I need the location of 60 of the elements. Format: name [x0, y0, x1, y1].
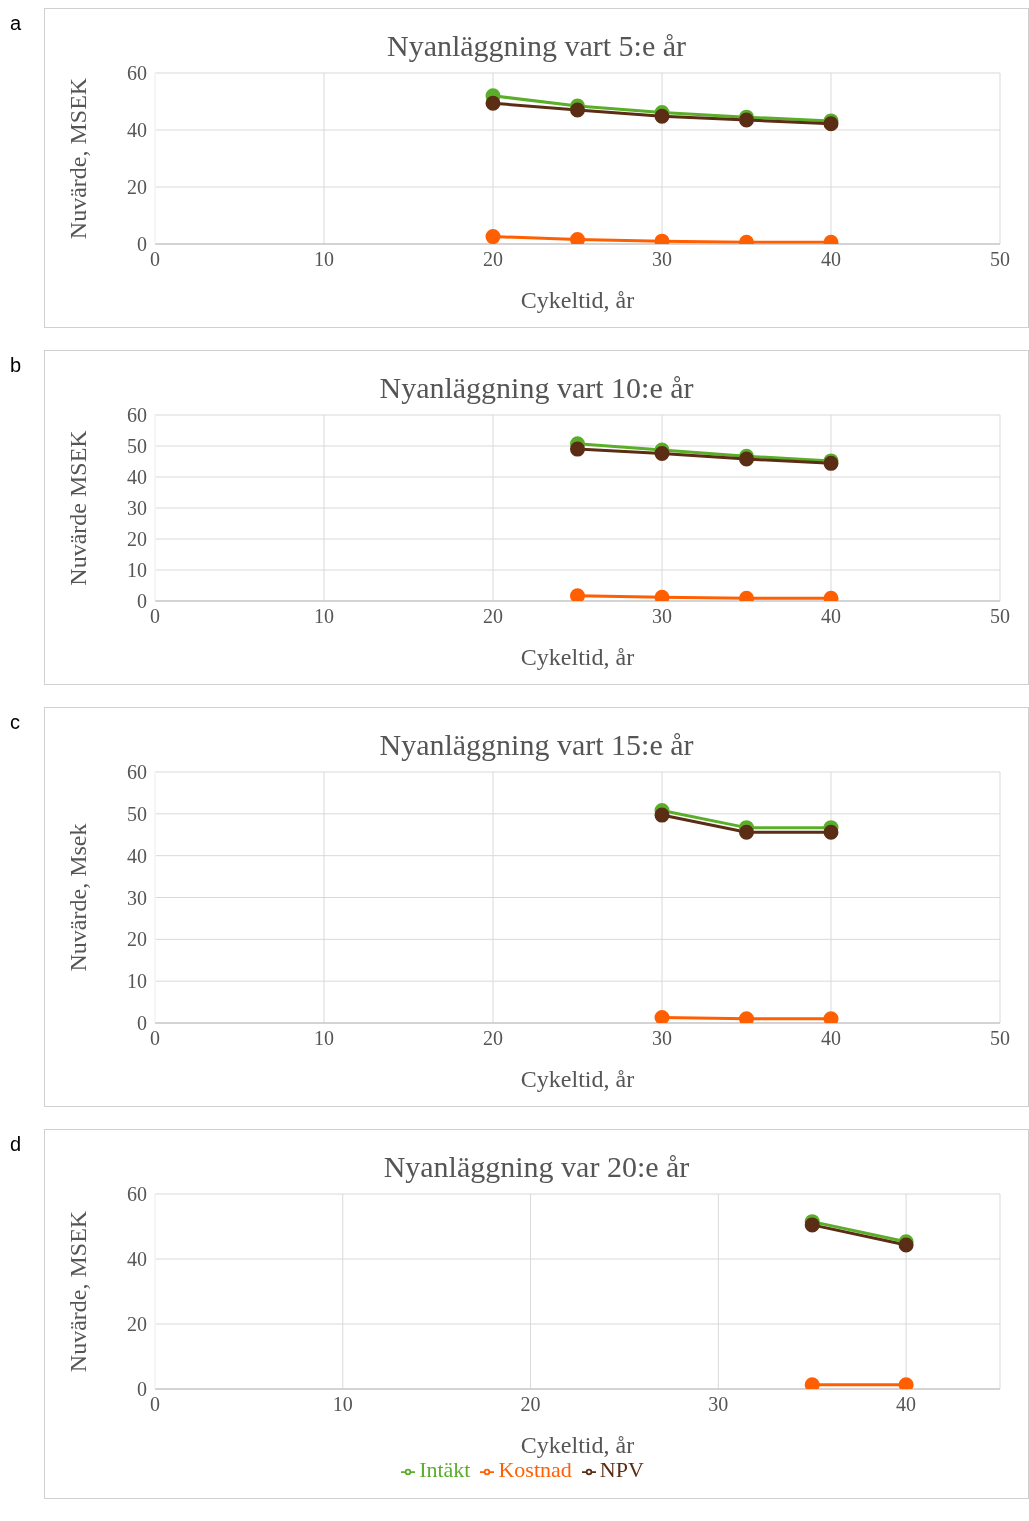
x-tick-label: 40	[821, 1027, 841, 1050]
x-tick-label: 30	[652, 248, 672, 271]
legend-label: NPV	[599, 1457, 644, 1482]
x-tick-label: 20	[483, 248, 503, 271]
y-tick-label: 20	[127, 1313, 147, 1336]
text: c	[10, 711, 20, 734]
y-tick-label: 30	[127, 886, 147, 909]
x-axis-title: Cykeltid, år	[520, 644, 635, 670]
x-axis-title: Cykeltid, år	[520, 1066, 635, 1092]
y-tick-label: 60	[127, 1183, 147, 1206]
y-tick-label: 40	[127, 844, 147, 867]
y-tick-label: 0	[137, 590, 147, 613]
y-tick-label: 0	[137, 1012, 147, 1035]
x-tick-label: 40	[821, 248, 841, 271]
x-tick-label: 50	[990, 605, 1010, 628]
x-tick-label: 30	[652, 605, 672, 628]
x-tick-label: 50	[990, 1027, 1010, 1050]
text: d	[10, 1133, 22, 1156]
y-tick-label: 40	[127, 466, 147, 489]
legend-label: Kostnad	[498, 1457, 572, 1482]
x-tick-label: 40	[896, 1393, 917, 1416]
x-tick-label: 10	[314, 1027, 334, 1050]
y-tick-label: 0	[137, 1378, 147, 1401]
chart-title: Nyanläggning var 20:e år	[382, 1150, 691, 1184]
x-tick-label: 50	[990, 248, 1010, 271]
y-tick-label: 50	[127, 435, 147, 458]
y-axis-title: Nuvärde, MSEK	[64, 77, 91, 240]
y-tick-label: 60	[127, 404, 147, 427]
y-tick-label: 40	[127, 1248, 147, 1271]
y-tick-label: 30	[127, 497, 147, 520]
x-tick-label: 40	[821, 605, 841, 628]
chart-title: Nyanläggning vart 15:e år	[378, 728, 695, 762]
text: a	[10, 12, 22, 35]
x-tick-label: 20	[483, 605, 503, 628]
y-tick-label: 10	[127, 970, 147, 993]
legend-label: Intäkt	[419, 1457, 471, 1482]
x-tick-label: 30	[652, 1027, 672, 1050]
chart-title: Nyanläggning vart 10:e år	[378, 371, 695, 405]
y-tick-label: 0	[137, 233, 147, 256]
x-tick-label: 20	[483, 1027, 503, 1050]
y-tick-label: 60	[127, 62, 147, 85]
y-tick-label: 20	[127, 928, 147, 951]
chart-title: Nyanläggning vart 5:e år	[385, 29, 688, 63]
y-tick-label: 50	[127, 802, 147, 825]
y-tick-label: 20	[127, 528, 147, 551]
x-tick-label: 10	[314, 605, 334, 628]
x-tick-label: 30	[708, 1393, 729, 1416]
text: b	[10, 354, 22, 377]
x-tick-label: 20	[520, 1393, 541, 1416]
y-tick-label: 10	[127, 559, 147, 582]
y-tick-label: 60	[127, 761, 147, 784]
x-axis-title: Cykeltid, år	[520, 287, 635, 313]
x-tick-label: 10	[314, 248, 334, 271]
y-tick-label: 40	[127, 119, 147, 142]
y-axis-title: Nuvärde, MSEK	[64, 1210, 91, 1373]
y-axis-title: Nuvärde MSEK	[64, 429, 91, 586]
x-axis-title: Cykeltid, år	[520, 1432, 635, 1458]
x-tick-label: 10	[332, 1393, 353, 1416]
y-tick-label: 20	[127, 176, 147, 199]
y-axis-title: Nuvärde, Msek	[64, 823, 91, 972]
